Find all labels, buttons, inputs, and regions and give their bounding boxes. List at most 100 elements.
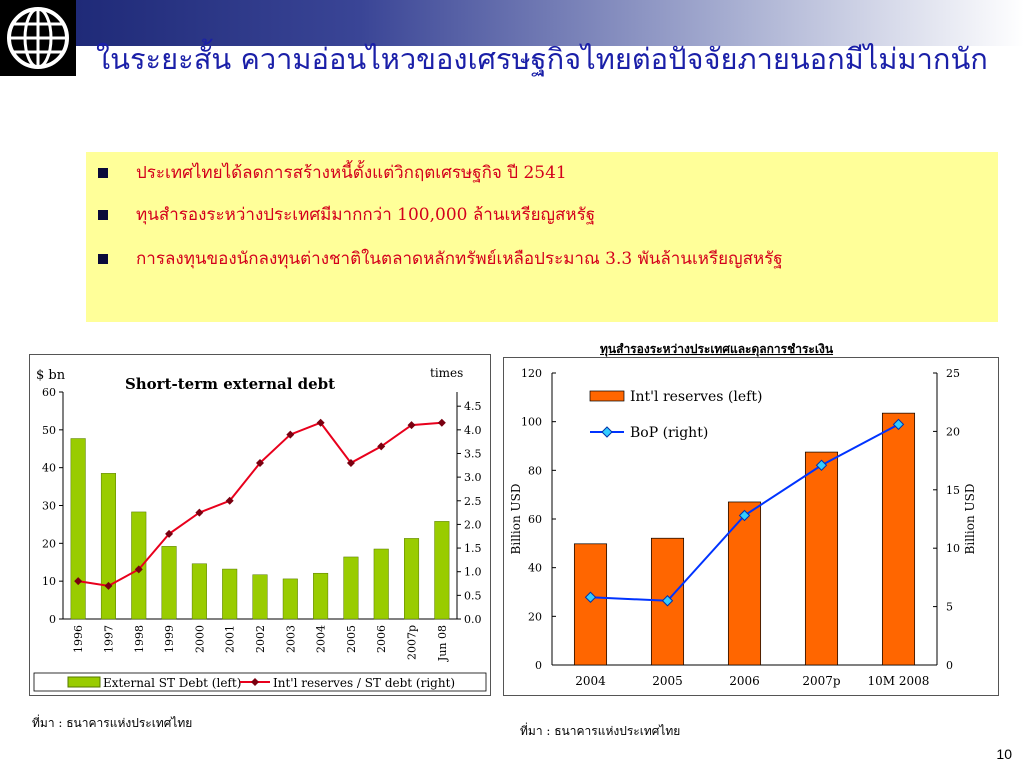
st-debt-bar: [434, 521, 450, 620]
right-chart-panel: 0 20 40 60 80 100 120 0 5 10 15 20 25 2004 2005 2006 200…: [503, 357, 999, 696]
legend-bar-swatch: [67, 676, 101, 688]
left-tick-label: 20: [42, 537, 56, 550]
left-tick-label: 10: [42, 575, 56, 588]
st-debt-bar: [404, 538, 420, 620]
left-axis-label: Billion USD: [509, 484, 523, 555]
right-tick-label: 15: [946, 484, 960, 497]
slide-title: ในระยะสั้น ความอ่อนไหวของเศรษฐกิจไทยต่อป…: [96, 42, 988, 76]
legend-line-marker: [251, 678, 259, 686]
reserves-bar: [573, 543, 608, 666]
st-debt-bar: [100, 473, 116, 620]
x-tick-label: 2000: [193, 625, 206, 653]
right-axis-unit: times: [430, 366, 463, 380]
x-tick-label: 2002: [254, 625, 267, 653]
square-bullet-icon: [98, 168, 108, 178]
square-bullet-icon: [98, 210, 108, 220]
ratio-point: [346, 458, 355, 467]
right-tick-label: 10: [946, 542, 960, 555]
reserves-bop-chart: 0 20 40 60 80 100 120 0 5 10 15 20 25 2004 2005 2006 200…: [509, 367, 977, 688]
reserves-bar: [881, 412, 916, 666]
st-debt-bar: [313, 572, 329, 620]
right-tick-label: 20: [946, 425, 960, 438]
st-debt-bar: [252, 574, 268, 620]
x-tick-label: 2005: [345, 625, 358, 653]
ratio-point: [377, 442, 386, 451]
ratio-point: [104, 581, 113, 590]
right-tick-label: 0.5: [464, 589, 482, 602]
legend-bar-label: Int'l reserves (left): [630, 389, 762, 405]
x-tick-label: Jun 08: [436, 625, 449, 662]
right-tick-label: 0: [946, 659, 953, 672]
right-chart-heading: ทุนสำรองระหว่างประเทศและดุลการชำระเงิน: [600, 342, 834, 356]
left-tick-label: 20: [528, 610, 542, 623]
right-tick-label: 0.0: [464, 613, 482, 626]
x-tick-label: 1996: [72, 625, 85, 653]
short-term-debt-chart: 0 10 20 30 40 50 60 0.0 0.5 1.0 1.5 2.0 2.5 3.0 3.5 4.0…: [33, 366, 487, 692]
bop-point: [738, 509, 751, 522]
x-tick-label: 1997: [102, 625, 115, 653]
left-tick-label: 40: [528, 562, 542, 575]
bullet-text: ประเทศไทยได้ลดการสร้างหนี้ตั้งแต่วิกฤตเศ…: [136, 163, 567, 183]
right-tick-label: 3.0: [464, 471, 482, 484]
bop-point: [661, 595, 674, 607]
right-tick-label: 4.0: [464, 424, 482, 437]
x-tick-label: 2006: [729, 674, 760, 688]
bullet-item: การลงทุนของนักลงทุนต่างชาติในตลาดหลักทรั…: [98, 246, 978, 272]
page-number: 10: [996, 746, 1012, 762]
world-bank-logo-icon: [0, 0, 76, 76]
st-debt-bar: [222, 568, 238, 620]
x-tick-label: 2001: [224, 625, 237, 653]
left-tick-label: 50: [42, 424, 56, 437]
legend-bar-label: External ST Debt (left): [103, 676, 241, 690]
bullet-box: ประเทศไทยได้ลดการสร้างหนี้ตั้งแต่วิกฤตเศ…: [86, 152, 998, 322]
x-tick-label: 2004: [575, 674, 606, 688]
st-debt-bar: [70, 438, 86, 620]
right-tick-label: 1.0: [464, 566, 482, 579]
left-tick-label: 60: [42, 386, 56, 399]
ratio-point: [437, 418, 446, 427]
bop-point: [892, 418, 905, 431]
ratio-point: [134, 565, 143, 574]
ratio-point: [316, 418, 325, 427]
legend-line-label: Int'l reserves / ST debt (right): [273, 676, 455, 690]
bullet-text: ทุนสำรองระหว่างประเทศมีมากกว่า 100,000 ล…: [136, 205, 596, 225]
left-tick-label: 80: [528, 464, 542, 477]
legend-line-label: BoP (right): [630, 425, 708, 441]
ratio-point: [165, 529, 174, 538]
left-chart-panel: 0 10 20 30 40 50 60 0.0 0.5 1.0 1.5 2.0 2.5 3.0 3.5 4.0…: [29, 354, 491, 696]
right-tick-label: 2.0: [464, 518, 482, 531]
st-debt-bar: [343, 556, 359, 620]
x-tick-label: 2007p: [406, 625, 419, 660]
reserves-bar: [727, 501, 762, 666]
right-tick-label: 4.5: [464, 400, 482, 413]
x-tick-label: 2006: [375, 625, 388, 653]
header-gradient-bar: [76, 0, 1024, 46]
st-debt-bar: [282, 578, 298, 620]
right-axis-label: Billion USD: [963, 484, 977, 555]
x-tick-label: 10M 2008: [868, 674, 930, 688]
st-debt-bar: [373, 548, 389, 620]
legend-line-marker: [601, 426, 613, 438]
ratio-point: [74, 577, 83, 586]
bullet-item: ทุนสำรองระหว่างประเทศมีมากกว่า 100,000 ล…: [98, 202, 978, 228]
ratio-point: [195, 508, 204, 517]
chart-title: Short-term external debt: [125, 375, 335, 393]
right-tick-label: 3.5: [464, 447, 482, 460]
right-tick-label: 25: [946, 367, 960, 380]
x-tick-label: 2003: [284, 625, 297, 653]
square-bullet-icon: [98, 254, 108, 264]
right-tick-label: 5: [946, 601, 953, 614]
left-axis-unit: $ bn: [36, 368, 66, 383]
st-debt-bar: [161, 546, 177, 620]
ratio-point: [225, 496, 234, 505]
x-tick-label: 1999: [163, 625, 176, 653]
x-tick-label: 2005: [652, 674, 683, 688]
x-tick-label: 2004: [315, 625, 328, 653]
left-tick-label: 30: [42, 500, 56, 513]
st-debt-bar: [191, 563, 207, 620]
right-tick-label: 1.5: [464, 542, 482, 555]
bullet-item: ประเทศไทยได้ลดการสร้างหนี้ตั้งแต่วิกฤตเศ…: [98, 160, 978, 186]
reserves-bar: [804, 451, 839, 666]
left-tick-label: 100: [521, 416, 542, 429]
left-tick-label: 120: [521, 367, 542, 380]
